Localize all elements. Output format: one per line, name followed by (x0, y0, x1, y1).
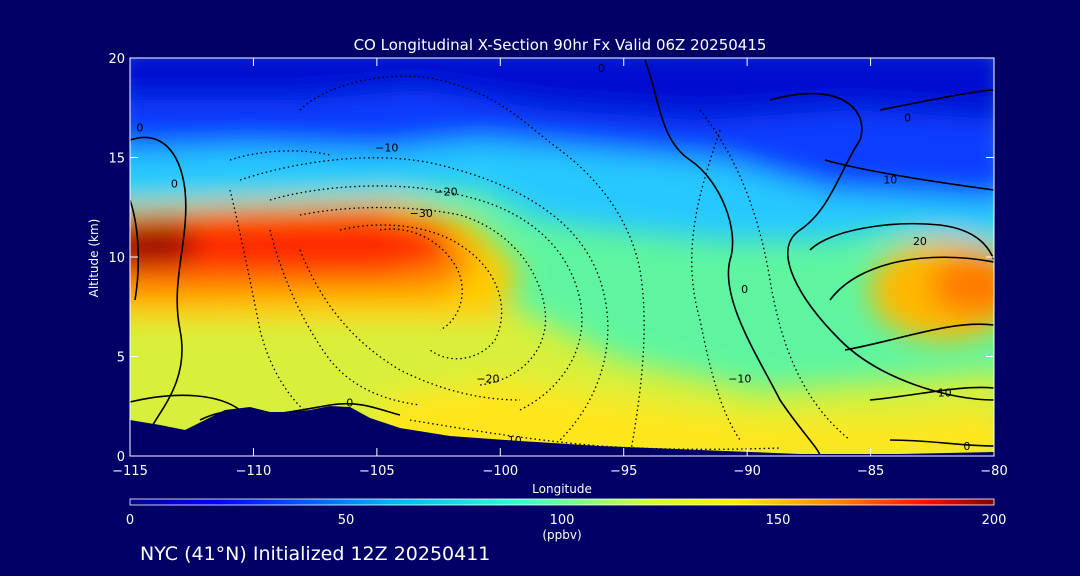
contour-label: 0 (741, 283, 748, 296)
x-tick-label: −95 (610, 464, 637, 479)
colorbar-ticks: 0 50 100 150 200 (126, 513, 1007, 528)
contour-label: −20 (434, 185, 457, 198)
footer-caption: NYC (41°N) Initialized 12Z 20250411 (140, 543, 491, 565)
x-axis-ticks: −115 −110 −105 −100 −95 −90 −85 −80 (112, 58, 1008, 479)
contour-label: 0 (963, 440, 970, 453)
x-tick-label: −90 (733, 464, 760, 479)
y-tick-label: 20 (108, 52, 125, 67)
colorbar-tick-label: 50 (338, 513, 355, 528)
colorbar-tick-label: 200 (982, 513, 1007, 528)
contour-label: 0 (904, 112, 911, 125)
contour-label: 0 (598, 62, 605, 75)
contour-label: −10 (375, 142, 398, 155)
x-tick-label: −105 (359, 464, 395, 479)
x-tick-label: −110 (236, 464, 272, 479)
contour-label: 0 (136, 122, 143, 135)
contour-label: −30 (410, 207, 433, 220)
colorbar-tick-label: 100 (550, 513, 575, 528)
y-tick-label: 5 (117, 351, 125, 366)
x-tick-label: −100 (482, 464, 518, 479)
contour-label: −10 (728, 372, 751, 385)
contour-label: −20 (476, 372, 499, 385)
x-axis-label: Longitude (532, 482, 592, 496)
y-axis-ticks: 0 5 10 15 20 (108, 52, 994, 465)
contour-label: 20 (913, 235, 927, 248)
x-tick-label: −115 (112, 464, 148, 479)
contour-label: 10 (883, 173, 897, 186)
chart-title: CO Longitudinal X-Section 90hr Fx Valid … (353, 36, 767, 54)
negative-contours (229, 75, 851, 456)
y-tick-label: 10 (108, 251, 125, 266)
contour-label: 0 (171, 177, 178, 190)
contour-label: 10 (938, 386, 952, 399)
y-tick-label: 15 (108, 152, 125, 167)
x-tick-label: −85 (857, 464, 884, 479)
x-tick-label: −80 (980, 464, 1007, 479)
colorbar-tick-label: 0 (126, 513, 134, 528)
colorbar-unit: (ppbv) (542, 528, 582, 542)
colorbar-tick-label: 150 (766, 513, 791, 528)
y-tick-label: 0 (117, 450, 125, 465)
terrain (130, 406, 994, 456)
colorbar (129, 498, 995, 506)
contour-label: 0 (346, 396, 353, 409)
